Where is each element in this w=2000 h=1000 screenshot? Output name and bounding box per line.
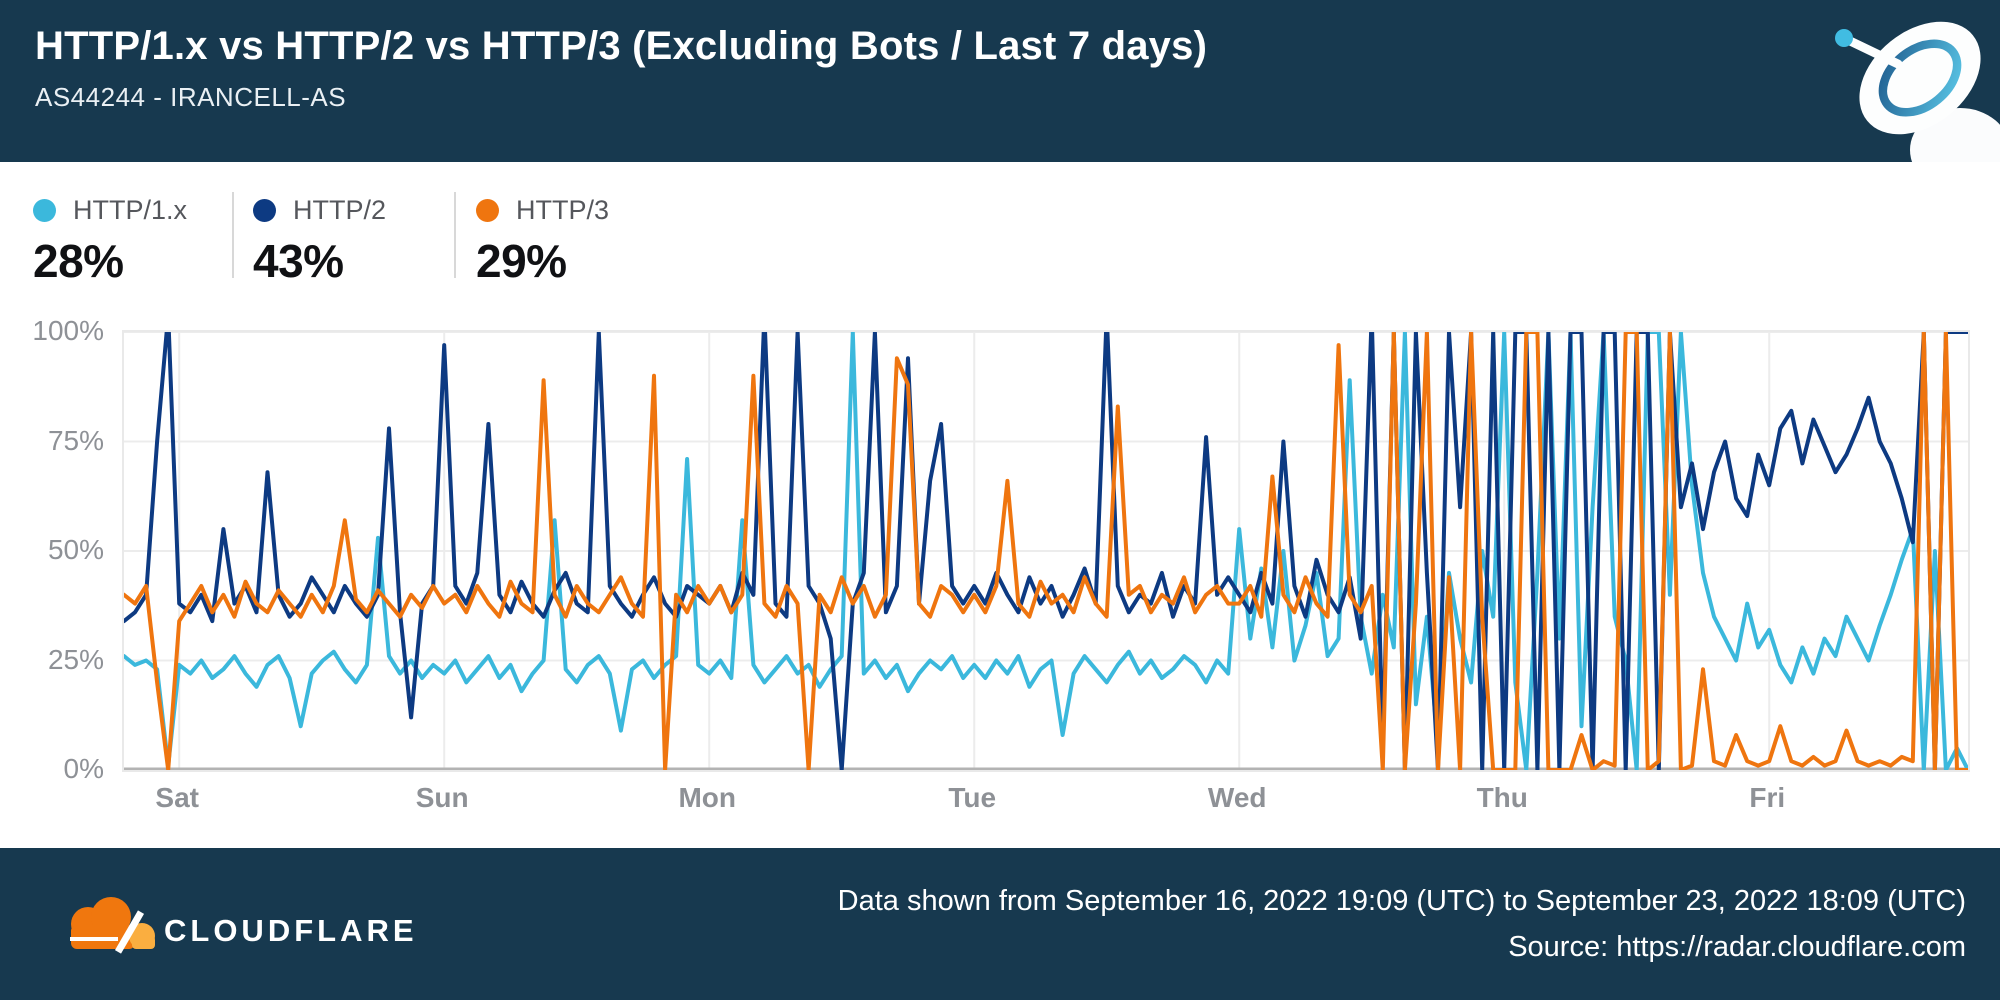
attribution: Data shown from September 16, 2022 19:09… (838, 878, 1966, 970)
cloudflare-wordmark: CLOUDFLARE (164, 913, 418, 948)
y-tick-label: 0% (63, 753, 104, 784)
chart-area: 0% 25% 50% 75% 100% Sat Sun Mon Tue Wed Thu Fri (0, 315, 2000, 813)
legend-divider (454, 192, 456, 278)
legend-value: 43% (253, 235, 344, 287)
legend-value: 29% (476, 235, 567, 287)
page-title: HTTP/1.x vs HTTP/2 vs HTTP/3 (Excluding … (35, 24, 1208, 68)
legend-label: HTTP/3 (516, 194, 610, 225)
http1x-series-dot-icon (33, 198, 56, 222)
legend: HTTP/1.x 28% HTTP/2 43% HTTP/3 29% (0, 162, 2000, 322)
y-tick-label: 75% (47, 424, 104, 456)
page-subtitle: AS44244 - IRANCELL-AS (35, 82, 347, 112)
y-tick-label: 100% (32, 315, 104, 346)
chart-svg (124, 332, 1968, 770)
plot-region (122, 330, 1970, 772)
x-tick-label: Sun (415, 782, 469, 813)
http2-series-dot-icon (253, 198, 276, 222)
legend-item-http3: HTTP/3 29% (476, 194, 610, 288)
legend-label: HTTP/1.x (73, 194, 188, 225)
x-tick-label: Tue (948, 782, 997, 813)
cloudflare-logo-icon (70, 897, 155, 954)
source-text: Source: https://radar.cloudflare.com (1508, 931, 1966, 963)
legend-divider (232, 192, 234, 278)
y-tick-label: 50% (47, 534, 104, 565)
date-range-text: Data shown from September 16, 2022 19:09… (837, 885, 1966, 917)
legend-value: 28% (33, 235, 124, 287)
http3-series-dot-icon (476, 198, 499, 222)
x-tick-label: Wed (1207, 782, 1267, 813)
x-tick-label: Fri (1749, 782, 1786, 813)
radar-dish-icon (1835, 21, 2000, 162)
footer: CLOUDFLARE Data shown from September 16,… (0, 848, 2000, 1000)
legend-label: HTTP/2 (293, 194, 387, 225)
legend-item-http1x: HTTP/1.x 28% (33, 194, 188, 288)
legend-item-http2: HTTP/2 43% (253, 194, 387, 288)
x-tick-label: Sat (155, 782, 199, 813)
x-tick-label: Mon (678, 782, 736, 813)
cloudflare-brand: CLOUDFLARE (58, 891, 418, 957)
header: HTTP/1.x vs HTTP/2 vs HTTP/3 (Excluding … (0, 0, 2000, 162)
y-tick-label: 25% (47, 643, 104, 675)
x-tick-label: Thu (1476, 782, 1528, 813)
chart-card: HTTP/1.x 28% HTTP/2 43% HTTP/3 29% 0% 25%… (0, 162, 2000, 848)
